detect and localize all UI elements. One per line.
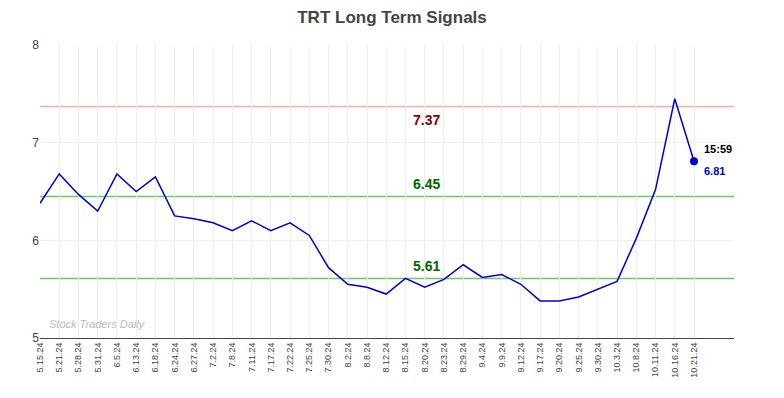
svg-text:6.5.24: 6.5.24 [112,343,122,368]
svg-text:7: 7 [32,136,39,150]
svg-text:9.4.24: 9.4.24 [477,343,487,368]
svg-text:7.37: 7.37 [413,112,440,128]
svg-text:7.17.24: 7.17.24 [266,343,276,373]
svg-text:10.8.24: 10.8.24 [631,343,641,373]
svg-text:5.61: 5.61 [413,258,440,274]
svg-text:9.25.24: 9.25.24 [574,343,584,373]
svg-text:9.30.24: 9.30.24 [593,343,603,373]
svg-text:7.2.24: 7.2.24 [208,343,218,368]
svg-text:9.12.24: 9.12.24 [516,343,526,373]
svg-text:8: 8 [32,38,39,52]
svg-text:10.11.24: 10.11.24 [650,343,660,377]
svg-text:10.3.24: 10.3.24 [612,343,622,373]
svg-text:5.21.24: 5.21.24 [54,343,64,373]
svg-text:9.20.24: 9.20.24 [554,343,564,373]
svg-text:6.24.24: 6.24.24 [170,343,180,373]
svg-text:10.21.24: 10.21.24 [689,343,699,378]
svg-text:7.11.24: 7.11.24 [247,343,257,372]
svg-text:8.23.24: 8.23.24 [439,343,449,373]
svg-text:8.12.24: 8.12.24 [381,343,391,373]
svg-text:8.29.24: 8.29.24 [458,343,468,373]
svg-text:5.31.24: 5.31.24 [93,343,103,373]
svg-text:Stock Traders Daily: Stock Traders Daily [49,318,146,330]
svg-text:7.22.24: 7.22.24 [285,343,295,373]
svg-text:7.30.24: 7.30.24 [323,343,333,373]
svg-text:10.16.24: 10.16.24 [670,343,680,378]
svg-text:6.13.24: 6.13.24 [131,343,141,373]
svg-text:5.15.24: 5.15.24 [35,343,45,373]
svg-text:8.2.24: 8.2.24 [343,343,353,368]
svg-text:8.20.24: 8.20.24 [420,343,430,373]
svg-text:6.18.24: 6.18.24 [150,343,160,373]
svg-text:8.8.24: 8.8.24 [362,343,372,368]
svg-text:6.27.24: 6.27.24 [189,343,199,373]
svg-text:6.81: 6.81 [704,165,725,177]
svg-text:5: 5 [32,331,39,345]
svg-text:8.15.24: 8.15.24 [400,343,410,373]
svg-text:15:59: 15:59 [704,143,732,155]
svg-text:7.25.24: 7.25.24 [304,343,314,373]
svg-text:7.8.24: 7.8.24 [227,343,237,368]
svg-text:6.45: 6.45 [413,176,440,192]
svg-text:6: 6 [32,234,39,248]
svg-text:TRT Long Term Signals: TRT Long Term Signals [297,8,487,27]
svg-text:9.17.24: 9.17.24 [535,343,545,373]
svg-text:5.28.24: 5.28.24 [73,343,83,373]
svg-text:9.9.24: 9.9.24 [497,343,507,368]
